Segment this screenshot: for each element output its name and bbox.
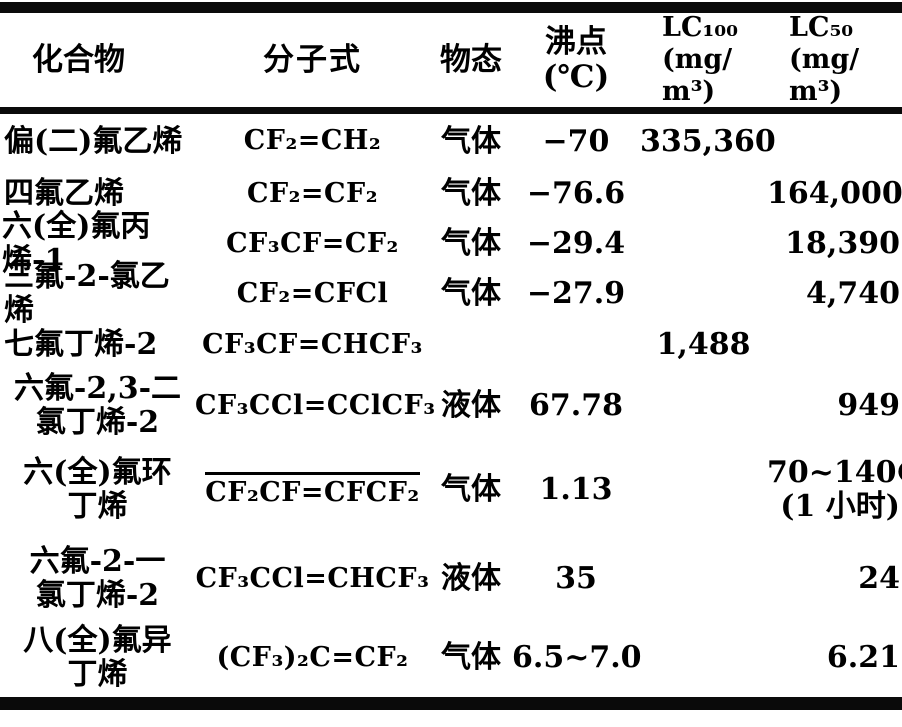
cell-lc50: 949 [837,388,900,424]
cell-compound: 六(全)氟丙烯-1 [2,209,151,278]
table-row: 六(全)氟环 丁烯 CF₂CF=CFCF₂ 气体 1.13 70~140❶ (1… [0,441,902,539]
table-row: 偏(二)氟乙烯 CF₂=CH₂ 气体 −70 335,360 [0,114,902,169]
table-bottom-rule [0,697,902,710]
cell-boiling-point: −27.9 [526,276,626,312]
cell-formula: CF₂=CF₂ [246,177,379,209]
header-formula: 分子式 [263,41,362,78]
cell-state: 气体 [441,123,501,159]
header-boiling-point: 沸点(℃) [542,24,610,95]
cell-state: 液体 [441,561,501,597]
header-rule [0,107,902,114]
cell-lc100: 1,488 [656,327,751,363]
table-header-row: 化合物 分子式 物态 沸点(℃) LC₁₀₀ (mg/ m³) LC₅₀ (mg… [0,12,902,107]
cyclo-formula: CF₂CF=CFCF₂ [205,471,420,508]
header-compound: 化合物 [32,41,125,78]
cell-state: 气体 [441,640,501,676]
cell-compound: 六氟-2-一 氯丁烯-2 [29,544,166,613]
cell-compound: 六氟-2,3-二 氯丁烯-2 [13,371,182,440]
cell-boiling-point: −76.6 [526,176,626,212]
cell-lc50: 6.21 [826,640,900,676]
cell-boiling-point: 67.78 [529,388,623,424]
cell-state: 气体 [441,176,501,212]
table-row: 四氟乙烯 CF₂=CF₂ 气体 −76.6 164,000 [0,169,902,219]
cell-compound: 偏(二)氟乙烯 [4,123,183,159]
cell-state: 液体 [441,388,501,424]
cell-formula: CF₂=CFCl [236,277,389,309]
cell-formula: CF₃CF=CF₂ [226,227,399,259]
cell-lc50: 164,000 [767,176,902,212]
table-row: 七氟丁烯-2 CF₃CF=CHCF₃ 1,488 [0,319,902,371]
cell-compound: 六(全)氟环 丁烯 [23,455,172,524]
cell-lc100: 335,360 [640,123,776,159]
cell-formula: CF₂=CH₂ [243,125,382,157]
cell-lc50: 4,740 [806,276,900,312]
table-top-rule [0,0,902,13]
cell-state: 气体 [441,226,501,262]
header-state: 物态 [440,41,502,78]
cell-boiling-point: 1.13 [539,472,613,508]
table-row: 八(全)氟异 丁烯 (CF₃)₂C=CF₂ 气体 6.5~7.0 6.21 [0,619,902,697]
cell-compound: 三氟-2-氯乙烯 [4,259,170,328]
cell-compound: 七氟丁烯-2 [4,327,158,363]
cell-compound: 四氟乙烯 [4,176,124,212]
table-row: 六氟-2,3-二 氯丁烯-2 CF₃CCl=CClCF₃ 液体 67.78 94… [0,371,902,441]
table-row: 六氟-2-一 氯丁烯-2 CF₃CCl=CHCF₃ 液体 35 24 [0,539,902,619]
cell-lc50: 70~140❶ (1 小时) [767,455,902,524]
cell-compound: 八(全)氟异 丁烯 [23,623,172,692]
cell-formula: CF₃CCl=CClCF₃ [195,389,436,421]
cell-formula: CF₂CF=CFCF₂ [195,471,430,508]
table-row: 三氟-2-氯乙烯 CF₂=CFCl 气体 −27.9 4,740 [0,260,902,327]
cell-formula: CF₃CCl=CHCF₃ [195,562,430,594]
cell-boiling-point: −29.4 [526,226,626,262]
cell-lc50: 24 [858,561,900,597]
cell-boiling-point: 35 [555,561,597,597]
header-lc50: LC₅₀ (mg/ m³) [789,12,860,107]
cell-boiling-point: −70 [542,123,610,159]
header-lc100: LC₁₀₀ (mg/ m³) [662,12,738,107]
cell-lc50: 18,390 [785,226,900,262]
cell-boiling-point: 6.5~7.0 [512,640,642,676]
cell-state: 气体 [441,472,501,508]
cell-state: 气体 [441,276,501,312]
cell-formula: CF₃CF=CHCF₃ [202,328,423,360]
table-row: 六(全)氟丙烯-1 CF₃CF=CF₂ 气体 −29.4 18,390 [0,210,902,277]
cell-formula: (CF₃)₂C=CF₂ [216,641,409,673]
